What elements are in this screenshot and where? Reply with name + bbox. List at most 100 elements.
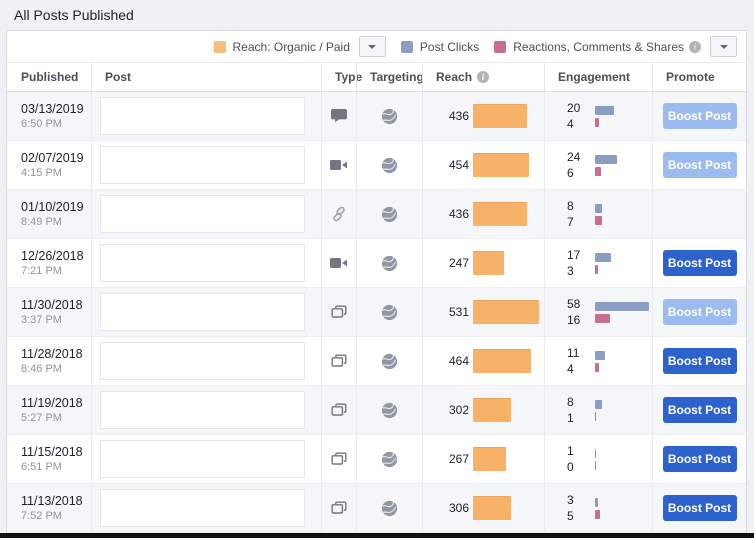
column-header-post[interactable]: Post: [91, 63, 321, 91]
engagement-cell: 17 3: [544, 239, 652, 287]
reach-bar: [473, 153, 529, 177]
post-time: 8:46 PM: [21, 363, 62, 375]
reach-value: 531: [449, 305, 470, 319]
boost-post-button[interactable]: Boost Post: [662, 250, 737, 276]
reactions-value: 7: [567, 215, 574, 229]
info-icon[interactable]: i: [477, 71, 490, 83]
published-cell: 11/28/2018 8:46 PM: [7, 337, 91, 385]
column-header-published[interactable]: Published: [21, 70, 79, 84]
post-time: 7:52 PM: [21, 510, 62, 522]
table-row: 03/13/2019 6:50 PM 436 20 4 Boost Post: [7, 92, 746, 141]
boost-post-button[interactable]: Boost Post: [662, 152, 737, 178]
post-time: 4:15 PM: [21, 167, 62, 179]
reactions-bar: [595, 362, 599, 372]
post-preview[interactable]: [100, 244, 305, 282]
table-row: 11/19/2018 5:27 PM 302 8 1 Boost Post: [7, 386, 746, 435]
post-date: 03/13/2019: [21, 102, 84, 116]
type-cell: [321, 386, 356, 434]
reach-value: 436: [449, 207, 470, 221]
reactions-bar: [595, 460, 596, 470]
column-header-promote[interactable]: Promote: [652, 63, 746, 91]
post-clicks-bar: [595, 301, 649, 311]
column-header-reach[interactable]: Reach i: [422, 63, 544, 91]
info-icon[interactable]: i: [689, 40, 701, 53]
post-clicks-value: 1: [567, 444, 574, 458]
post-preview[interactable]: [100, 342, 305, 380]
post-cell: [91, 435, 321, 483]
table-row: 11/28/2018 8:46 PM 464 11 4 Boost Post: [7, 337, 746, 386]
reactions-value: 5: [567, 509, 574, 523]
reach-legend-swatch: [213, 40, 226, 53]
table-row: 02/07/2019 4:15 PM 454 24 6 Boost Post: [7, 141, 746, 190]
table-row: 01/10/2019 8:49 PM 436 8 7: [7, 190, 746, 239]
photos-icon: [331, 452, 347, 466]
boost-post-button[interactable]: Boost Post: [662, 299, 737, 325]
post-clicks-bar: [595, 154, 617, 164]
legend-item-reach: Reach: Organic / Paid: [213, 36, 386, 57]
post-preview[interactable]: [100, 489, 305, 527]
engagement-bars: [595, 203, 602, 225]
reach-bar: [473, 104, 527, 128]
column-header-targeting[interactable]: Targeting: [356, 63, 424, 91]
post-clicks-bar: [595, 350, 605, 360]
engagement-cell: 58 16: [544, 288, 652, 336]
globe-icon: [381, 353, 398, 370]
promote-cell: Boost Post: [652, 435, 746, 483]
engagement-metric-dropdown[interactable]: [710, 36, 737, 57]
post-preview[interactable]: [100, 293, 305, 331]
boost-post-button[interactable]: Boost Post: [662, 348, 737, 374]
legend-item-post-clicks: Post Clicks: [400, 40, 479, 54]
table-row: 12/26/2018 7:21 PM 247 17 3 Boost Post: [7, 239, 746, 288]
post-preview[interactable]: [100, 97, 305, 135]
reactions-bar: [595, 411, 596, 421]
reach-cell: 464: [422, 337, 544, 385]
type-cell: [321, 484, 356, 532]
post-clicks-value: 8: [567, 199, 574, 213]
post-date: 02/07/2019: [21, 151, 84, 165]
globe-icon: [381, 451, 398, 468]
promote-cell: Boost Post: [652, 386, 746, 434]
reach-cell: 247: [422, 239, 544, 287]
boost-post-button[interactable]: Boost Post: [662, 446, 737, 472]
column-header-type[interactable]: Type: [321, 63, 362, 91]
post-clicks-value: 3: [567, 493, 574, 507]
post-preview[interactable]: [100, 440, 305, 478]
boost-post-button[interactable]: Boost Post: [662, 103, 737, 129]
post-preview[interactable]: [100, 391, 305, 429]
reach-bar: [473, 300, 539, 324]
post-preview[interactable]: [100, 195, 305, 233]
reach-metric-dropdown[interactable]: [358, 36, 386, 57]
reach-value: 464: [449, 354, 470, 368]
post-date: 11/28/2018: [21, 347, 83, 361]
targeting-cell: [356, 141, 422, 189]
post-date: 01/10/2019: [21, 200, 84, 214]
table-header: Published Post Type Targeting Reach i En…: [7, 63, 746, 92]
boost-post-button[interactable]: Boost Post: [662, 397, 737, 423]
reach-bar: [473, 349, 531, 373]
post-clicks-value: 20: [567, 101, 581, 115]
video-icon: [330, 257, 348, 269]
reactions-bar: [595, 509, 600, 519]
targeting-cell: [356, 337, 422, 385]
type-cell: [321, 92, 356, 140]
engagement-bars: [595, 350, 605, 372]
published-cell: 11/15/2018 6:51 PM: [7, 435, 91, 483]
post-preview[interactable]: [100, 146, 305, 184]
table-row: 11/15/2018 6:51 PM 267 1 0 Boost Post: [7, 435, 746, 484]
photos-icon: [331, 403, 347, 417]
targeting-cell: [356, 239, 422, 287]
reach-cell: 267: [422, 435, 544, 483]
published-cell: 12/26/2018 7:21 PM: [7, 239, 91, 287]
targeting-cell: [356, 92, 422, 140]
posts-table-card: Reach: Organic / Paid Post Clicks Reacti…: [6, 30, 747, 533]
globe-icon: [381, 402, 398, 419]
legend-item-reactions: Reactions, Comments & Shares i: [494, 40, 701, 54]
engagement-bars: [595, 399, 602, 421]
table-row: 11/30/2018 3:37 PM 531 58 16 Boost Post: [7, 288, 746, 337]
engagement-bars: [595, 105, 614, 127]
engagement-bars: [595, 448, 596, 470]
boost-post-button[interactable]: Boost Post: [662, 495, 737, 521]
column-header-engagement[interactable]: Engagement: [544, 63, 652, 91]
